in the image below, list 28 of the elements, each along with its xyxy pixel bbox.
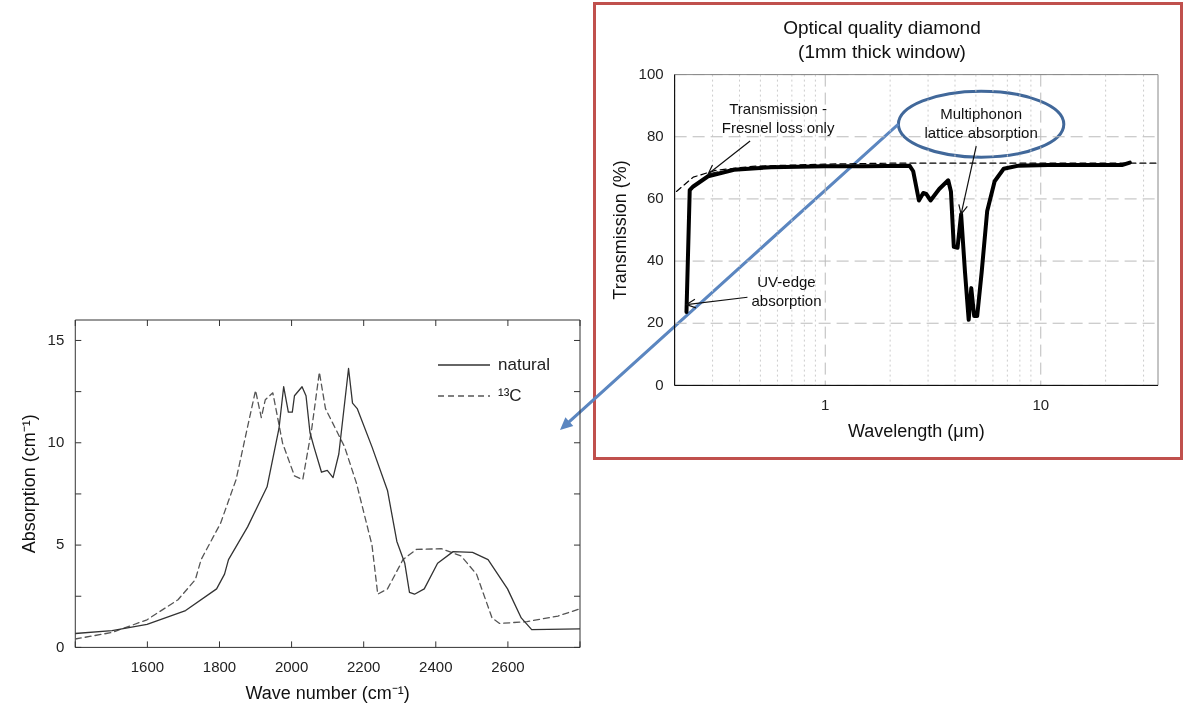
y-tick-label: 10: [47, 432, 65, 450]
y-tick-label: 60: [646, 189, 664, 207]
legend-label: natural: [498, 354, 550, 374]
x-axis-title: Wave number (cm⁻¹): [245, 683, 410, 704]
y-tick-label: 15: [47, 330, 65, 348]
y-tick-label: 100: [638, 64, 664, 82]
x-tick-label: 2200: [347, 657, 381, 675]
y-tick-label: 0: [655, 375, 664, 393]
x-axis-title: Wavelength (μm): [847, 421, 985, 442]
legend-label: ¹³C: [498, 385, 522, 405]
x-tick-label: 2600: [491, 657, 525, 675]
x-tick-label: 1600: [130, 657, 165, 675]
y-tick-label: 5: [55, 535, 65, 553]
y-axis-title: Transmission (%): [609, 160, 630, 300]
annotation: Multiphonon lattice absorption: [924, 104, 1038, 141]
y-tick-label: 40: [646, 251, 664, 269]
chart-subtitle: (1mm thick window): [798, 41, 966, 63]
x-tick-label: 2400: [419, 657, 453, 675]
annotation: Transmission - Fresnel loss only: [721, 99, 835, 136]
x-tick-label: 2000: [274, 657, 309, 675]
chart-title: Optical quality diamond: [783, 16, 981, 38]
y-tick-label: 0: [55, 637, 65, 655]
x-tick-label: 1: [821, 395, 830, 413]
y-axis-title: Absorption (cm⁻¹): [18, 414, 39, 554]
y-tick-label: 20: [646, 313, 664, 331]
y-tick-label: 80: [646, 126, 664, 144]
x-tick-label: 1800: [202, 657, 237, 675]
annotation: UV-edge absorption: [751, 273, 822, 310]
